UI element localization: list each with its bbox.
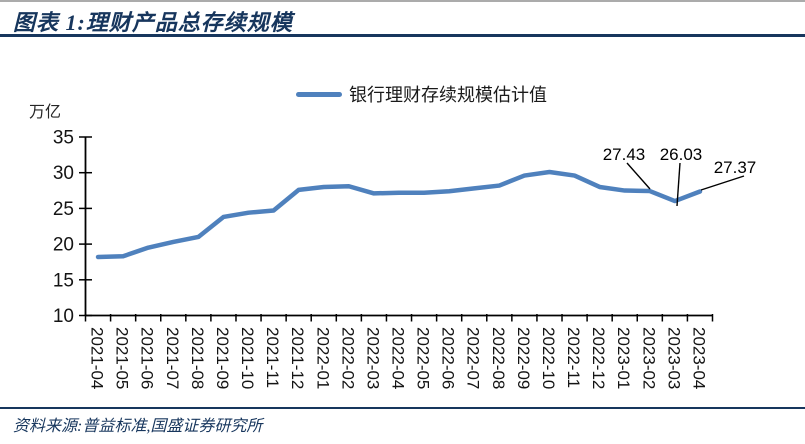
x-axis-tick-label: 2021-05 xyxy=(113,327,132,389)
x-axis-tick-label: 2021-06 xyxy=(138,327,157,389)
x-axis-tick-label: 2022-08 xyxy=(489,327,508,389)
x-axis-tick-label: 2022-02 xyxy=(338,327,357,389)
chart-legend: 银行理财存续规模估计值 xyxy=(296,81,547,107)
x-axis-tick-label: 2021-10 xyxy=(238,327,257,389)
x-axis-tick-label: 2023-04 xyxy=(689,327,708,389)
source-note: 资料来源:普益标准,国盛证券研究所 xyxy=(13,418,263,435)
x-axis-tick-label: 2021-12 xyxy=(288,327,307,389)
x-axis-tick-label: 2022-05 xyxy=(414,327,433,389)
x-axis-tick-label: 2022-07 xyxy=(464,327,483,389)
annotation-leader-line xyxy=(700,175,745,191)
title-underline xyxy=(0,34,805,37)
legend-label: 银行理财存续规模估计值 xyxy=(349,85,547,105)
x-axis-tick-label: 2022-03 xyxy=(363,327,382,389)
y-axis-unit-label: 万亿 xyxy=(29,104,62,121)
chart-title: 图表 1:理财产品总存续规模 xyxy=(13,10,293,35)
series-line xyxy=(95,169,703,260)
y-axis-tick-label: 25 xyxy=(53,199,74,220)
y-axis-tick-label: 20 xyxy=(53,235,74,256)
x-axis-tick-label: 2021-08 xyxy=(188,327,207,389)
x-axis-tick-label: 2022-04 xyxy=(389,327,408,389)
y-axis-tick-label: 35 xyxy=(53,128,74,149)
annotation-value-label: 27.37 xyxy=(714,158,757,177)
y-axis-tick-label: 10 xyxy=(53,306,74,327)
x-axis-tick-label: 2022-11 xyxy=(564,327,583,388)
x-axis-tick-label: 2021-09 xyxy=(213,327,232,389)
annotation-leader-line xyxy=(626,162,651,190)
annotation-value-label: 27.43 xyxy=(603,145,646,164)
top-divider xyxy=(0,0,805,2)
x-axis-tick-label: 2022-09 xyxy=(514,327,533,389)
y-axis-tick-label: 30 xyxy=(53,163,74,184)
x-axis-tick-label: 2022-06 xyxy=(439,327,458,389)
x-axis-tick-label: 2021-04 xyxy=(88,327,107,389)
annotation-value-label: 26.03 xyxy=(660,145,703,164)
x-axis-tick-label: 2022-12 xyxy=(589,327,608,389)
x-axis-tick-label: 2023-03 xyxy=(664,327,683,389)
x-axis-tick-label: 2021-11 xyxy=(263,327,282,388)
legend-line-swatch xyxy=(296,91,342,97)
x-axis-tick-label: 2023-02 xyxy=(639,327,658,389)
x-axis-tick-label: 2023-01 xyxy=(614,327,633,389)
annotation-leader-line xyxy=(676,162,681,207)
footer-divider xyxy=(0,407,805,409)
y-axis-tick-label: 15 xyxy=(53,270,74,291)
x-axis-tick-label: 2021-07 xyxy=(163,327,182,389)
x-axis-tick-label: 2022-01 xyxy=(313,327,332,389)
x-axis-tick-label: 2022-10 xyxy=(539,327,558,389)
